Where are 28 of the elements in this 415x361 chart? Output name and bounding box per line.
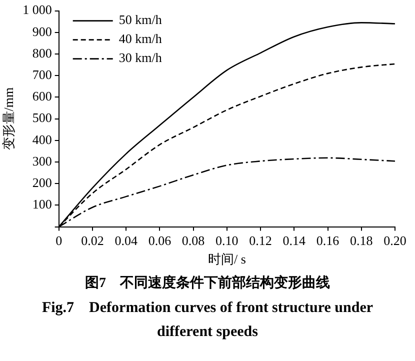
y-tick-label: 1 000 <box>22 2 52 18</box>
y-tick-label: 500 <box>32 110 52 126</box>
x-tick-label: 0.16 <box>316 233 340 248</box>
y-tick-label: 300 <box>32 153 52 168</box>
legend-label: 30 km/h <box>118 50 162 66</box>
caption: Fig.7 Deformation curves of front structure under different speeds <box>40 299 374 342</box>
y-tick-label: 600 <box>32 88 52 104</box>
legend-label: 40 km/h <box>118 31 162 46</box>
x-tick-label: 0.04 <box>114 233 138 248</box>
y-tick-label: 900 <box>32 24 52 39</box>
y-tick-label: 200 <box>32 175 52 190</box>
y-tick-label: 100 <box>32 196 52 212</box>
x-tick-label: 0.18 <box>350 233 373 248</box>
x-tick-label: 0.12 <box>249 233 272 248</box>
x-axis-title: 时间/ s <box>208 252 246 267</box>
x-tick-label: 0.14 <box>282 233 306 248</box>
legend-label: 50 km/h <box>118 12 162 28</box>
x-tick-label: 0.20 <box>384 233 406 248</box>
caption: 图7 不同速度条件下前部结构变形曲线 <box>84 274 331 293</box>
y-tick-label: 700 <box>32 67 52 82</box>
y-tick-label: 400 <box>32 132 52 147</box>
x-tick-label: 0.06 <box>148 233 172 248</box>
y-tick-label: 800 <box>32 45 52 60</box>
x-tick-label: 0.10 <box>216 233 238 248</box>
y-axis-title: 变形量/mm <box>1 87 16 150</box>
x-tick-label: 0.02 <box>81 233 104 248</box>
x-tick-label: 0 <box>56 233 62 248</box>
x-tick-label: 0.08 <box>182 233 205 248</box>
